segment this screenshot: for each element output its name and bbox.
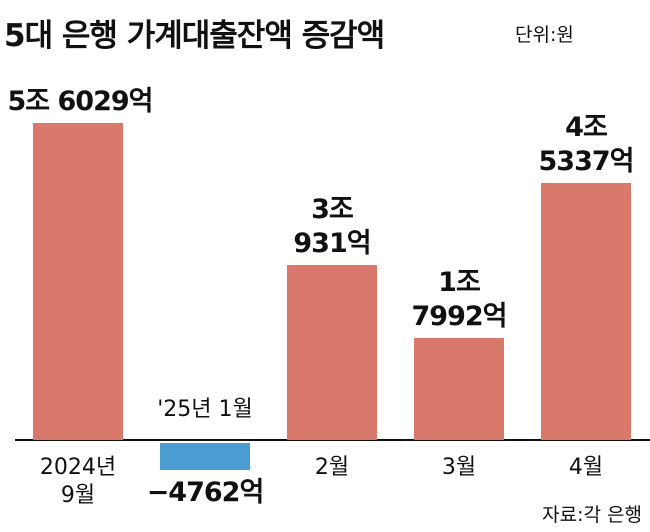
- value-label: 4조 5337억: [538, 112, 635, 178]
- value-label: −4762억: [146, 476, 265, 508]
- chart-title: 5대 은행 가계대출잔액 증감액: [4, 18, 385, 54]
- x-tick-label: 4월: [568, 455, 604, 480]
- x-tick-label: 2024년 9월: [39, 455, 117, 508]
- bar: [414, 338, 504, 440]
- baseline: [15, 439, 650, 441]
- x-tick-label: '25년 1월: [157, 397, 253, 422]
- value-label: 3조 931억: [293, 193, 371, 259]
- x-tick-label: 3월: [441, 455, 477, 480]
- source-label: 자료:각 은행: [542, 504, 642, 526]
- bar: [160, 443, 250, 470]
- bar: [33, 123, 123, 440]
- bar: [541, 183, 631, 440]
- value-label: 5조 6029억: [7, 86, 153, 117]
- x-tick-label: 2월: [314, 455, 350, 480]
- value-label: 1조 7992억: [411, 267, 508, 333]
- bar: [287, 264, 377, 440]
- unit-label: 단위:원: [515, 24, 574, 46]
